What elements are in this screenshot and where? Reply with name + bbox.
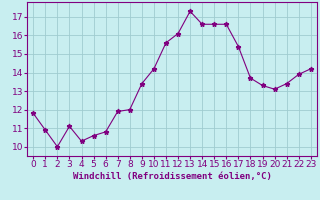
- X-axis label: Windchill (Refroidissement éolien,°C): Windchill (Refroidissement éolien,°C): [73, 172, 271, 181]
